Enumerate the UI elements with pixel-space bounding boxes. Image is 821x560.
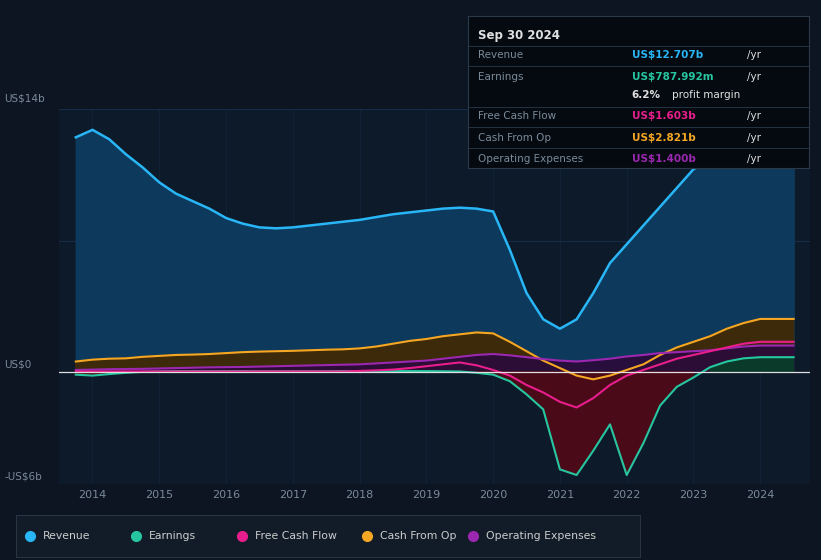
Text: US$787.992m: US$787.992m — [631, 72, 713, 82]
Text: US$14b: US$14b — [4, 94, 44, 104]
Text: 2021: 2021 — [546, 490, 574, 500]
Text: /yr: /yr — [747, 111, 761, 121]
Text: Cash From Op: Cash From Op — [379, 531, 456, 541]
Text: 2017: 2017 — [278, 490, 307, 500]
Text: /yr: /yr — [747, 154, 761, 164]
Text: US$1.603b: US$1.603b — [631, 111, 695, 121]
Text: Free Cash Flow: Free Cash Flow — [255, 531, 337, 541]
Text: US$0: US$0 — [4, 359, 31, 369]
Text: 2019: 2019 — [412, 490, 441, 500]
Text: Operating Expenses: Operating Expenses — [478, 154, 584, 164]
Text: US$12.707b: US$12.707b — [631, 50, 703, 60]
Text: /yr: /yr — [747, 50, 761, 60]
Text: Revenue: Revenue — [43, 531, 90, 541]
Text: 2024: 2024 — [746, 490, 774, 500]
Text: 2020: 2020 — [479, 490, 507, 500]
Text: profit margin: profit margin — [672, 90, 741, 100]
Text: 2018: 2018 — [346, 490, 374, 500]
Text: Free Cash Flow: Free Cash Flow — [478, 111, 557, 121]
Text: /yr: /yr — [747, 72, 761, 82]
Text: Sep 30 2024: Sep 30 2024 — [478, 29, 560, 42]
Text: 2016: 2016 — [212, 490, 240, 500]
Text: Earnings: Earnings — [478, 72, 524, 82]
Text: 2022: 2022 — [612, 490, 641, 500]
Text: -US$6b: -US$6b — [4, 472, 42, 482]
Text: US$2.821b: US$2.821b — [631, 133, 695, 143]
Text: Cash From Op: Cash From Op — [478, 133, 551, 143]
Text: Revenue: Revenue — [478, 50, 523, 60]
Text: /yr: /yr — [747, 133, 761, 143]
Text: 2023: 2023 — [679, 490, 708, 500]
Text: Earnings: Earnings — [149, 531, 196, 541]
Text: Operating Expenses: Operating Expenses — [486, 531, 596, 541]
Text: 6.2%: 6.2% — [631, 90, 661, 100]
Text: 2015: 2015 — [145, 490, 173, 500]
Text: US$1.400b: US$1.400b — [631, 154, 695, 164]
Text: 2014: 2014 — [78, 490, 107, 500]
